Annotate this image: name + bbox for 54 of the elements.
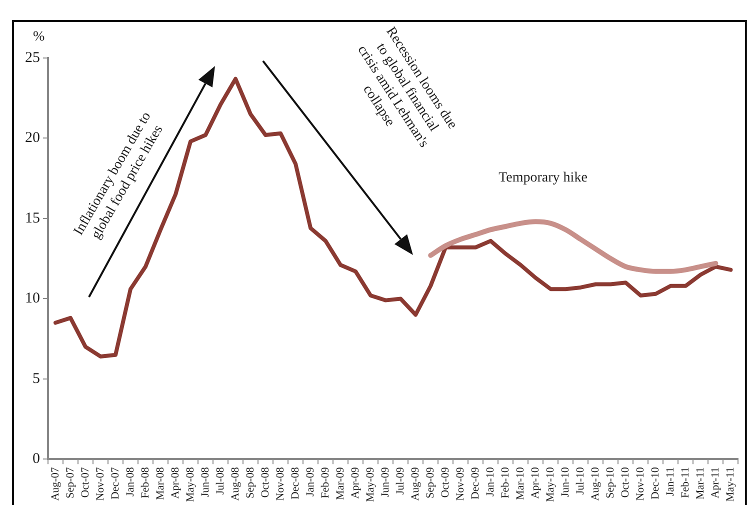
x-tick-label: Aug-07 [49, 466, 62, 501]
x-tick-label: Jan-10 [484, 466, 497, 496]
x-tick-label: Jan-08 [124, 466, 136, 496]
x-tick-label: Nov-07 [94, 466, 106, 501]
x-tick-label: Nov-08 [274, 466, 286, 501]
x-tick-label: Dec-10 [650, 466, 662, 500]
x-tick-label: May-11 [724, 467, 737, 502]
y-tick-label: 5 [32, 370, 40, 387]
x-tick-label: Sep-07 [64, 466, 76, 498]
y-tick-label: 25 [25, 50, 40, 66]
x-tick-label: Jun-10 [560, 466, 572, 498]
x-tick-label: Nov-09 [454, 466, 467, 501]
x-tick-label: Aug-09 [410, 466, 422, 501]
x-tick-label: Mar-09 [334, 466, 346, 500]
x-tick-label: Jan-09 [304, 466, 316, 496]
x-tick-label: Dec-07 [109, 466, 122, 500]
x-tick-label: May-08 [184, 466, 196, 502]
x-tick-label: Oct-08 [259, 466, 272, 498]
x-tick-label: Apr-10 [530, 466, 542, 499]
x-tick-label: Feb-08 [139, 466, 152, 498]
x-tick-label: Aug-10 [590, 466, 602, 501]
y-tick-label: 10 [25, 290, 40, 307]
x-tick-label: Mar-11 [694, 467, 707, 500]
x-tick-label: Dec-09 [470, 466, 482, 500]
x-tick-label: Feb-10 [500, 466, 512, 498]
x-tick-label: May-10 [544, 466, 557, 502]
x-tick-label: Mar-08 [154, 466, 166, 500]
y-axis-title: % [33, 30, 45, 45]
x-tick-label: Jan-11 [664, 467, 677, 496]
x-tick-label: Feb-09 [319, 466, 332, 498]
x-tick-label: Sep-09 [424, 466, 437, 498]
x-tick-label: Jul-08 [214, 466, 226, 495]
x-tick-label: Apr-11 [710, 467, 722, 498]
x-tick-label: Apr-09 [349, 466, 362, 499]
x-tick-label: Jun-09 [379, 466, 392, 498]
x-tick-label: Feb-11 [680, 467, 692, 498]
x-tick-label: Nov-10 [634, 466, 647, 501]
y-tick-label: 0 [32, 451, 40, 468]
x-tick-label: Apr-08 [169, 466, 182, 499]
x-tick-label: Aug-08 [229, 466, 242, 501]
x-tick-label: Oct-07 [79, 466, 92, 498]
y-tick-label: 20 [25, 130, 40, 146]
x-tick-label: Jun-08 [199, 466, 212, 498]
y-tick-label: 15 [25, 210, 40, 226]
x-tick-label: Jul-09 [394, 466, 406, 495]
x-tick-label: Oct-09 [440, 466, 452, 498]
x-tick-label: Sep-10 [604, 466, 617, 498]
x-tick-label: Sep-08 [244, 466, 256, 498]
x-tick-label: Mar-10 [514, 466, 527, 500]
x-tick-label: May-09 [364, 466, 376, 502]
x-tick-label: Jul-10 [574, 466, 587, 495]
annotation: Temporary hike [498, 170, 588, 186]
x-tick-label: Dec-08 [289, 466, 302, 500]
x-tick-label: Oct-10 [620, 466, 632, 498]
